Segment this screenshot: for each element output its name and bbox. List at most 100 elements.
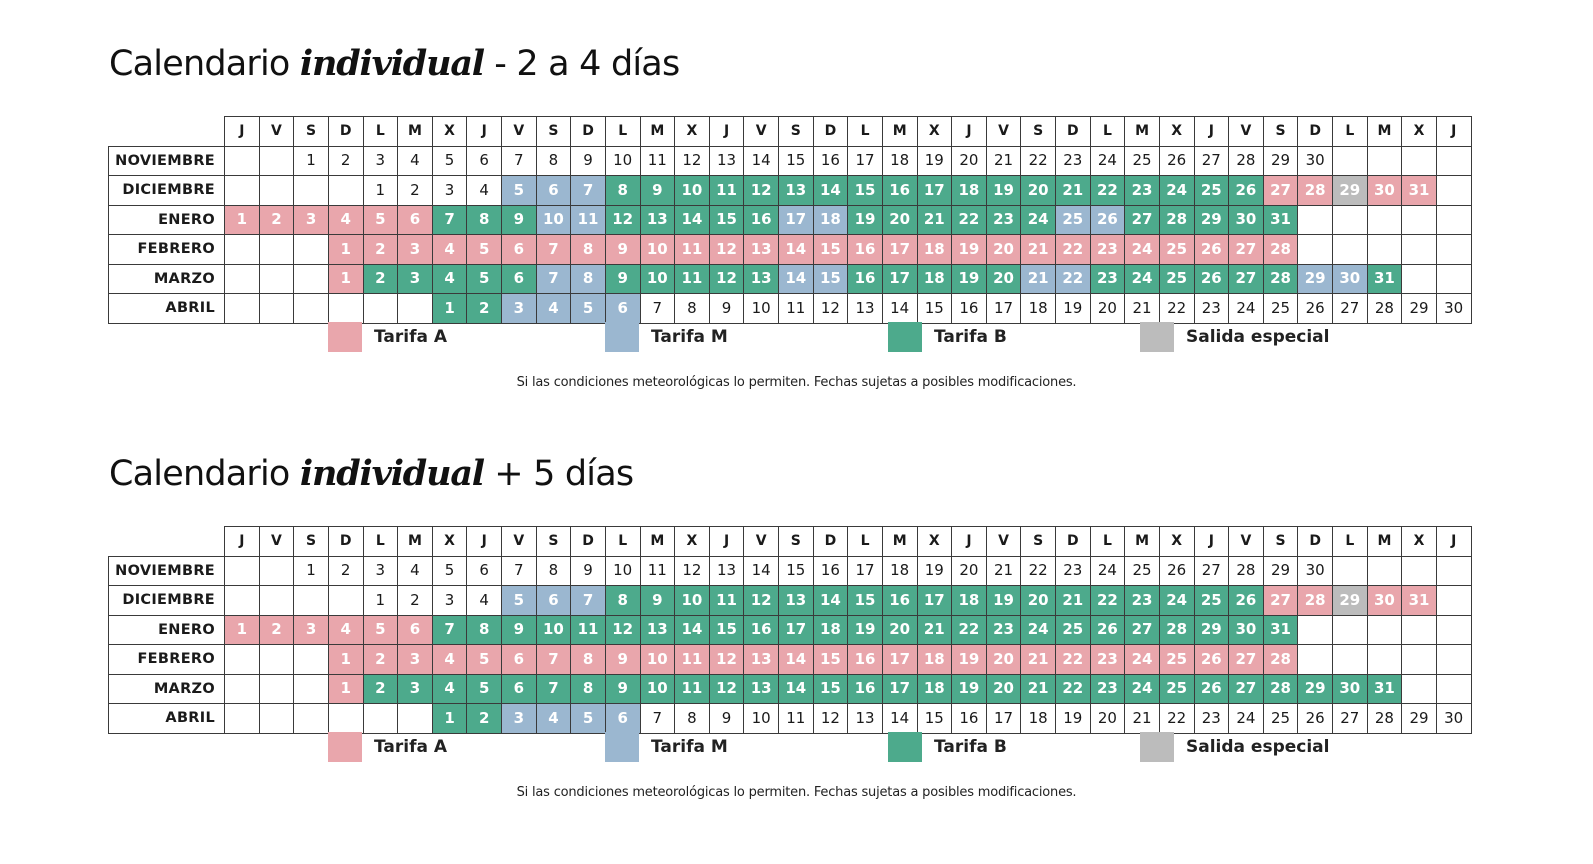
weekday-header: S [535, 116, 572, 147]
day-cell: 8 [570, 263, 606, 294]
weekday-header: J [951, 116, 987, 147]
title-emphasis: individual [299, 453, 485, 494]
header-corner [108, 116, 225, 147]
weekday-header: S [293, 116, 329, 147]
day-cell: 2 [362, 644, 399, 675]
day-cell: 4 [535, 293, 572, 324]
day-cell: 12 [743, 175, 779, 206]
day-cell: 2 [327, 145, 364, 176]
day-cell: 29 [1332, 585, 1368, 616]
weekday-header: V [258, 526, 295, 557]
empty-cell [1435, 175, 1472, 206]
day-cell: 4 [466, 175, 502, 206]
month-row: NOVIEMBRE 1 2 3 4 5 6 7 8 9 10 11 12 13 14 15 16 17 18 19 20… [108, 555, 1472, 586]
day-cell: 19 [1055, 293, 1091, 324]
weekday-header: S [1262, 116, 1299, 147]
day-cell: 12 [708, 234, 745, 265]
day-cell: 22 [1055, 263, 1091, 294]
day-cell: 20 [985, 263, 1022, 294]
day-cell: 3 [431, 175, 468, 206]
day-cell: 23 [1193, 703, 1230, 734]
weekday-header: S [778, 116, 814, 147]
weekday-header: L [847, 526, 883, 557]
calendar-grid: J V S D L M X J V S D L M X J V S D L M X J V S D L M X J V S D L M X J NOVI… [108, 526, 1472, 734]
day-cell: 26 [1228, 175, 1264, 206]
day-cell: 22 [951, 204, 987, 235]
weekday-header: L [1089, 526, 1126, 557]
weekday-header: V [743, 116, 779, 147]
day-cell: 11 [778, 703, 814, 734]
day-cell: 11 [708, 175, 745, 206]
day-cell: 31 [1366, 673, 1403, 704]
weekday-header: D [1055, 526, 1091, 557]
title-prefix: Calendario [109, 44, 290, 84]
day-cell: 7 [535, 644, 572, 675]
day-cell: 12 [812, 703, 849, 734]
day-cell: 18 [881, 555, 918, 586]
day-cell: 10 [535, 614, 572, 645]
day-cell: 14 [743, 555, 779, 586]
empty-cell [327, 175, 364, 206]
title-emphasis: individual [299, 43, 485, 84]
empty-cell [293, 175, 329, 206]
weekday-header: V [985, 526, 1022, 557]
empty-cell [1401, 555, 1437, 586]
day-cell: 19 [847, 204, 883, 235]
day-cell: 28 [1366, 293, 1403, 324]
day-cell: 4 [431, 673, 468, 704]
day-cell: 14 [778, 673, 814, 704]
legend-item-tarifa-a: Tarifa A [328, 320, 447, 354]
day-cell: 25 [1193, 585, 1230, 616]
day-cell: 13 [847, 703, 883, 734]
day-cell: 9 [604, 673, 641, 704]
day-cell: 26 [1193, 234, 1230, 265]
day-cell: 28 [1228, 555, 1264, 586]
empty-cell [1401, 263, 1437, 294]
empty-cell [1401, 234, 1437, 265]
day-cell: 24 [1089, 145, 1126, 176]
empty-cell [258, 585, 295, 616]
day-cell: 30 [1297, 555, 1333, 586]
tarifa-m-swatch [605, 732, 639, 762]
day-cell: 28 [1366, 703, 1403, 734]
day-cell: 9 [604, 644, 641, 675]
empty-cell [1435, 585, 1472, 616]
day-cell: 8 [604, 585, 641, 616]
empty-cell [224, 555, 260, 586]
day-cell: 6 [604, 293, 641, 324]
month-row: ENERO 1 2 3 4 5 6 7 8 9 10 11 12 13 14 15 16 17 18 19 20 21 22… [108, 614, 1472, 645]
legend: Tarifa A Tarifa M Tarifa B Salida especi… [0, 730, 1593, 764]
weekday-header: S [1262, 526, 1299, 557]
day-cell: 3 [362, 145, 399, 176]
empty-cell [293, 703, 329, 734]
weekday-header: V [743, 526, 779, 557]
day-cell: 27 [1193, 555, 1230, 586]
weekday-header: X [674, 116, 710, 147]
day-cell: 1 [362, 175, 399, 206]
month-label: ABRIL [108, 703, 225, 734]
day-cell: 4 [327, 614, 364, 645]
day-cell: 6 [466, 145, 502, 176]
empty-cell [1366, 614, 1403, 645]
title-suffix: - 2 a 4 días [494, 44, 680, 84]
weekday-header: D [570, 116, 606, 147]
weekday-header: D [1297, 116, 1333, 147]
day-cell: 6 [501, 234, 537, 265]
day-cell: 20 [985, 234, 1022, 265]
weekday-header: M [639, 526, 676, 557]
day-cell: 4 [327, 204, 364, 235]
day-cell: 27 [1332, 293, 1368, 324]
day-cell: 7 [570, 175, 606, 206]
day-cell: 21 [1020, 234, 1056, 265]
day-cell: 5 [362, 204, 399, 235]
weekday-header: L [847, 116, 883, 147]
day-cell: 8 [466, 614, 502, 645]
day-cell: 29 [1297, 673, 1333, 704]
day-cell: 31 [1262, 614, 1299, 645]
weekday-header: D [812, 116, 849, 147]
day-cell: 2 [397, 175, 433, 206]
day-cell: 3 [397, 263, 433, 294]
day-cell: 22 [1020, 555, 1056, 586]
day-cell: 28 [1297, 585, 1333, 616]
day-cell: 13 [743, 234, 779, 265]
